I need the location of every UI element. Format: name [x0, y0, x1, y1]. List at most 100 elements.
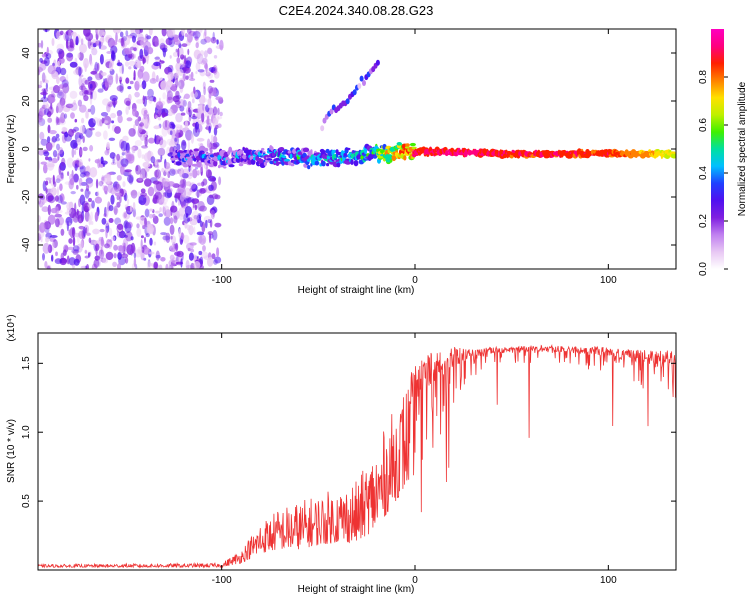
spectrogram-noise-cell	[192, 168, 198, 179]
spectrogram-noise-cell	[99, 54, 104, 65]
spectrogram-noise-cell	[143, 166, 150, 173]
spectrogram-noise-cell	[142, 95, 145, 105]
spectrogram-noise-cell	[166, 80, 173, 88]
spectrogram-noise-cell	[196, 170, 200, 176]
spectrogram-noise-cell	[133, 70, 136, 81]
spectrogram-noise-cell	[89, 83, 93, 89]
spectrogram-noise-cell	[108, 137, 116, 141]
spectrogram-noise-cell	[98, 249, 105, 259]
spectrogram-noise-cell	[59, 76, 66, 82]
spectrogram-noise-cell	[38, 122, 43, 128]
spectrogram-noise-cell	[117, 112, 120, 117]
snr-xtick-label: -100	[212, 575, 232, 586]
spectrogram-noise-cell	[83, 90, 89, 95]
spectrogram-noise-cell	[161, 29, 167, 37]
spectrogram-noise-cell	[53, 181, 57, 188]
spectrogram-noise-cell	[43, 163, 48, 174]
spectrogram-noise-cell	[112, 261, 117, 267]
spectrogram-noise-cell	[146, 35, 152, 40]
spectrogram-noise-cell	[160, 155, 163, 161]
spectrogram-noise-cell	[154, 134, 157, 144]
spectrogram-noise-cell	[45, 142, 53, 151]
spectrogram-noise-cell	[150, 156, 156, 164]
spectrogram-ridge-cell	[321, 160, 326, 167]
spectrogram-noise-cell	[68, 179, 74, 190]
spectrogram-noise-cell	[46, 160, 55, 171]
spectrogram-noise-cell	[180, 193, 185, 202]
spectrogram-noise-cell	[75, 132, 82, 136]
spectrogram-ridge-cell	[405, 143, 410, 147]
spectrogram-noise-cell	[66, 52, 73, 58]
spectrogram-noise-cell	[102, 31, 106, 37]
spectrogram-panel: -100 0 100 -40 -20 0 20 40 Height of straight l…	[6, 28, 677, 296]
spectrogram-noise-cell	[140, 235, 144, 239]
spectrogram-noise-cell	[39, 57, 43, 63]
spectrogram-noise-cell	[65, 39, 69, 49]
spectrogram-noise-cell	[88, 252, 92, 257]
spectrogram-noise-cell	[208, 232, 212, 244]
spectrogram-noise-cell	[79, 43, 87, 54]
spectrogram-noise-cell	[173, 36, 179, 43]
spectrogram-noise-cell	[189, 182, 196, 190]
spectrogram-noise-cell	[141, 154, 145, 159]
snr-xtick-label: 0	[412, 575, 418, 586]
spectrogram-noise-cell	[55, 137, 60, 142]
spectrogram-noise-cell	[176, 57, 181, 64]
spectrogram-noise-cell	[46, 265, 51, 269]
spectrogram-noise-cell	[92, 43, 97, 48]
spectrogram-noise-cell	[195, 62, 201, 71]
spectrogram-noise-cell	[212, 135, 218, 144]
spectrogram-noise-cell	[159, 139, 167, 148]
spectrogram-noise-cell	[197, 213, 202, 219]
spectrogram-noise-cell	[117, 251, 122, 260]
spectrogram-noise-cell	[51, 241, 55, 251]
snr-ytick-label: 1.5	[21, 356, 32, 370]
spectrogram-noise-cell	[45, 82, 49, 90]
spectrogram-noise-cell	[113, 208, 119, 214]
spectrogram-noise-cell	[147, 88, 154, 98]
spectrogram-noise-cell	[142, 247, 150, 255]
spectrogram-noise-cell	[175, 48, 178, 53]
spectrogram-noise-cell	[85, 227, 88, 234]
spectrogram-noise-cell	[148, 95, 156, 102]
spectrogram-noise-cell	[79, 104, 87, 113]
spectrogram-noise-cell	[79, 148, 83, 156]
spectrogram-noise-cell	[78, 133, 84, 140]
spectrogram-noise-cell	[196, 53, 204, 65]
spectrogram-noise-cell	[187, 140, 190, 151]
spectrogram-noise-cell	[211, 206, 218, 214]
spectrogram-noise-cell	[184, 120, 189, 130]
spectrogram-noise-cell	[111, 120, 115, 124]
spectrogram-noise-cell	[74, 118, 78, 123]
spectrogram-noise-cell	[50, 102, 53, 110]
spectrogram-ridge-cell	[352, 89, 357, 96]
spectrogram-noise-cell	[94, 61, 99, 73]
spectrogram-noise-cell	[84, 171, 90, 176]
spectrogram-noise-cell	[103, 120, 109, 124]
spectrogram-noise-cell	[183, 234, 190, 244]
spectrogram-xtick-label: 0	[412, 275, 418, 286]
spectrogram-noise-cell	[90, 221, 94, 225]
spectrogram-noise-cell	[156, 170, 159, 176]
spectrogram-noise-cell	[63, 113, 68, 119]
spectrogram-noise-cell	[153, 125, 160, 130]
spectrogram-noise-cell	[81, 204, 85, 214]
spectrogram-noise-cell	[74, 202, 77, 213]
spectrogram-noise-cell	[200, 251, 209, 259]
spectrogram-noise-cell	[128, 153, 135, 161]
spectrogram-noise-cell	[69, 61, 78, 68]
spectrogram-noise-cell	[112, 187, 118, 194]
colorbar: 0.0 0.2 0.4 0.6 0.8 Normalized spectral ampl…	[698, 29, 748, 276]
spectrogram-noise-cell	[116, 229, 125, 238]
spectrogram-noise-cell	[60, 169, 64, 179]
spectrogram-noise-cell	[202, 98, 208, 103]
spectrogram-xtick-label: 100	[600, 275, 617, 286]
spectrogram-noise-cell	[80, 38, 84, 45]
spectrogram-noise-cell	[179, 105, 185, 112]
spectrogram-ridge-cell	[278, 147, 285, 152]
spectrogram-noise-cell	[78, 76, 83, 87]
spectrogram-noise-cell	[171, 266, 174, 269]
spectrogram-noise-cell	[116, 153, 120, 161]
spectrogram-noise-cell	[200, 189, 203, 193]
spectrogram-noise-cell	[47, 204, 51, 216]
